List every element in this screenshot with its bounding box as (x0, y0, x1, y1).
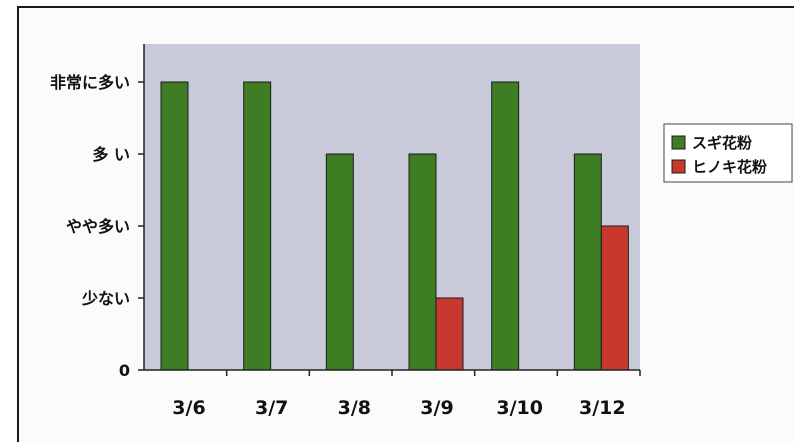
y-axis-ticks: 0 少ない やや多い 多 い 非常に多い (50, 44, 145, 380)
x-tick-label: 3/9 (420, 397, 453, 419)
x-tick-label: 3/8 (338, 397, 371, 419)
y-tick-label: 非常に多い (50, 73, 130, 92)
bar-sugi-3-9 (408, 153, 437, 371)
bar-hinoki-3-9 (435, 297, 464, 371)
bar-sugi-3-7 (243, 81, 272, 371)
y-tick-label: 少ない (81, 289, 130, 308)
y-tick-label: やや多い (66, 217, 130, 236)
legend-label: ヒノキ花粉 (692, 158, 767, 176)
x-tick-label: 3/7 (255, 397, 288, 419)
plot-area (144, 44, 640, 370)
bar-sugi-3-12 (573, 153, 602, 371)
x-tick-label: 3/10 (496, 397, 543, 419)
bar-sugi-3-8 (325, 153, 354, 371)
x-tick-label: 3/6 (172, 397, 205, 419)
bar-hinoki-3-12 (600, 225, 629, 371)
bar-sugi-3-6 (160, 81, 189, 371)
legend-label: スギ花粉 (692, 134, 752, 152)
y-tick-label: 多 い (92, 145, 130, 164)
legend-swatch (671, 159, 686, 174)
bar-sugi-3-10 (491, 81, 520, 371)
bars (160, 81, 629, 371)
legend-swatch (671, 135, 686, 150)
x-axis-ticks: 3/6 3/7 3/8 3/9 3/10 3/12 (172, 370, 641, 419)
y-tick-label: 0 (119, 361, 130, 380)
x-tick-label: 3/12 (579, 397, 626, 419)
